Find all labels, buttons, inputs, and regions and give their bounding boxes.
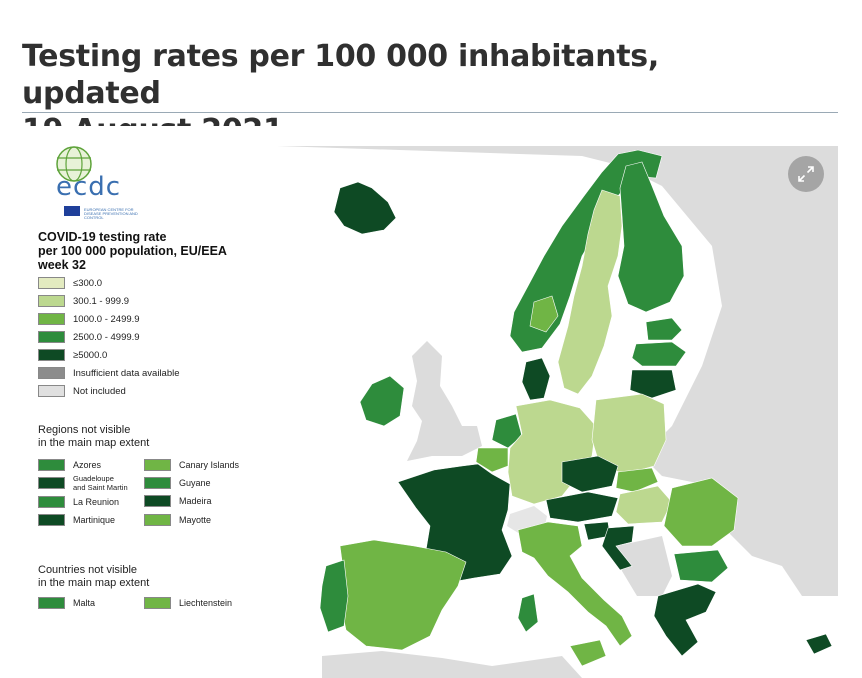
map-poland: [591, 393, 667, 475]
legend-swatch: [144, 459, 171, 471]
legend-swatch: [38, 459, 65, 471]
legend-swatch: [38, 385, 65, 397]
map-iceland: [333, 181, 397, 235]
region-la-reunion: La Reunion: [38, 495, 119, 509]
map-bulgaria: [673, 549, 729, 583]
title-divider: [22, 112, 838, 113]
legend-class-2: 300.1 - 999.9: [38, 294, 129, 308]
eu-flag-icon: [64, 206, 80, 216]
legend-swatch: [38, 477, 65, 489]
legend-class-insufficient: Insufficient data available: [38, 366, 180, 380]
map-hungary: [615, 485, 673, 525]
legend-swatch: [38, 514, 65, 526]
europe-map[interactable]: [22, 126, 838, 678]
map-czechia: [561, 455, 619, 493]
map-greece: [653, 583, 717, 657]
legend-swatch: [38, 313, 65, 325]
legend-swatch: [38, 367, 65, 379]
legend-swatch: [144, 495, 171, 507]
expand-map-button[interactable]: [788, 156, 824, 192]
map-frame[interactable]: ecdc EUROPEAN CENTRE FOR DISEASE PREVENT…: [22, 126, 838, 678]
region-guyane: Guyane: [144, 476, 211, 490]
map-ireland: [359, 375, 405, 427]
map-land-balkans: [617, 536, 672, 596]
map-italy: [517, 521, 633, 647]
legend-swatch: [38, 496, 65, 508]
legend-swatch: [38, 295, 65, 307]
legend-swatch: [38, 331, 65, 343]
map-spain: [339, 539, 467, 651]
legend-swatch: [144, 514, 171, 526]
map-romania: [663, 477, 739, 547]
map-slovakia: [615, 467, 659, 493]
legend-class-4: 2500.0 - 4999.9: [38, 330, 140, 344]
map-sicily: [569, 639, 607, 667]
map-latvia: [631, 341, 687, 367]
countries-section-title: Countries not visible in the main map ex…: [38, 564, 150, 589]
map-sweden: [557, 189, 623, 395]
legend-class-3: 1000.0 - 2499.9: [38, 312, 140, 326]
map-land-not-included: [277, 146, 838, 596]
legend-class-not-included: Not included: [38, 384, 126, 398]
map-sardinia: [517, 593, 539, 633]
legend-swatch: [38, 597, 65, 609]
map-finland: [617, 161, 685, 313]
globe-icon: [56, 146, 92, 182]
regions-section-title: Regions not visible in the main map exte…: [38, 424, 150, 449]
map-norway-region: [529, 295, 559, 333]
map-france: [397, 463, 513, 583]
region-mayotte: Mayotte: [144, 513, 211, 527]
region-madeira: Madeira: [144, 494, 212, 508]
logo-text: ecdc: [56, 172, 122, 202]
logo-subtitle: EUROPEAN CENTRE FOR DISEASE PREVENTION A…: [84, 207, 138, 220]
legend-swatch: [38, 349, 65, 361]
ecdc-logo: ecdc EUROPEAN CENTRE FOR DISEASE PREVENT…: [38, 144, 138, 222]
legend-title: COVID-19 testing rate per 100 000 popula…: [38, 230, 227, 272]
map-land-north-africa: [322, 651, 582, 678]
legend-swatch: [144, 477, 171, 489]
map-estonia: [645, 317, 683, 341]
legend-swatch: [144, 597, 171, 609]
country-liechtenstein: Liechtenstein: [144, 596, 232, 610]
map-denmark: [521, 357, 551, 401]
region-azores: Azores: [38, 458, 101, 472]
legend-swatch: [38, 277, 65, 289]
map-portugal: [319, 559, 349, 633]
region-martinique: Martinique: [38, 513, 115, 527]
map-cyprus: [805, 633, 833, 655]
map-austria: [545, 491, 619, 523]
map-belgium: [475, 447, 509, 473]
legend-class-5: ≥5000.0: [38, 348, 107, 362]
map-croatia: [601, 525, 635, 571]
legend-class-1: ≤300.0: [38, 276, 102, 290]
map-lithuania: [629, 369, 677, 399]
map-land-uk: [407, 341, 482, 461]
region-guadeloupe: Guadeloupe and Saint Martin: [38, 474, 128, 492]
expand-icon: [798, 166, 814, 182]
region-canary-islands: Canary Islands: [144, 458, 239, 472]
country-malta: Malta: [38, 596, 95, 610]
